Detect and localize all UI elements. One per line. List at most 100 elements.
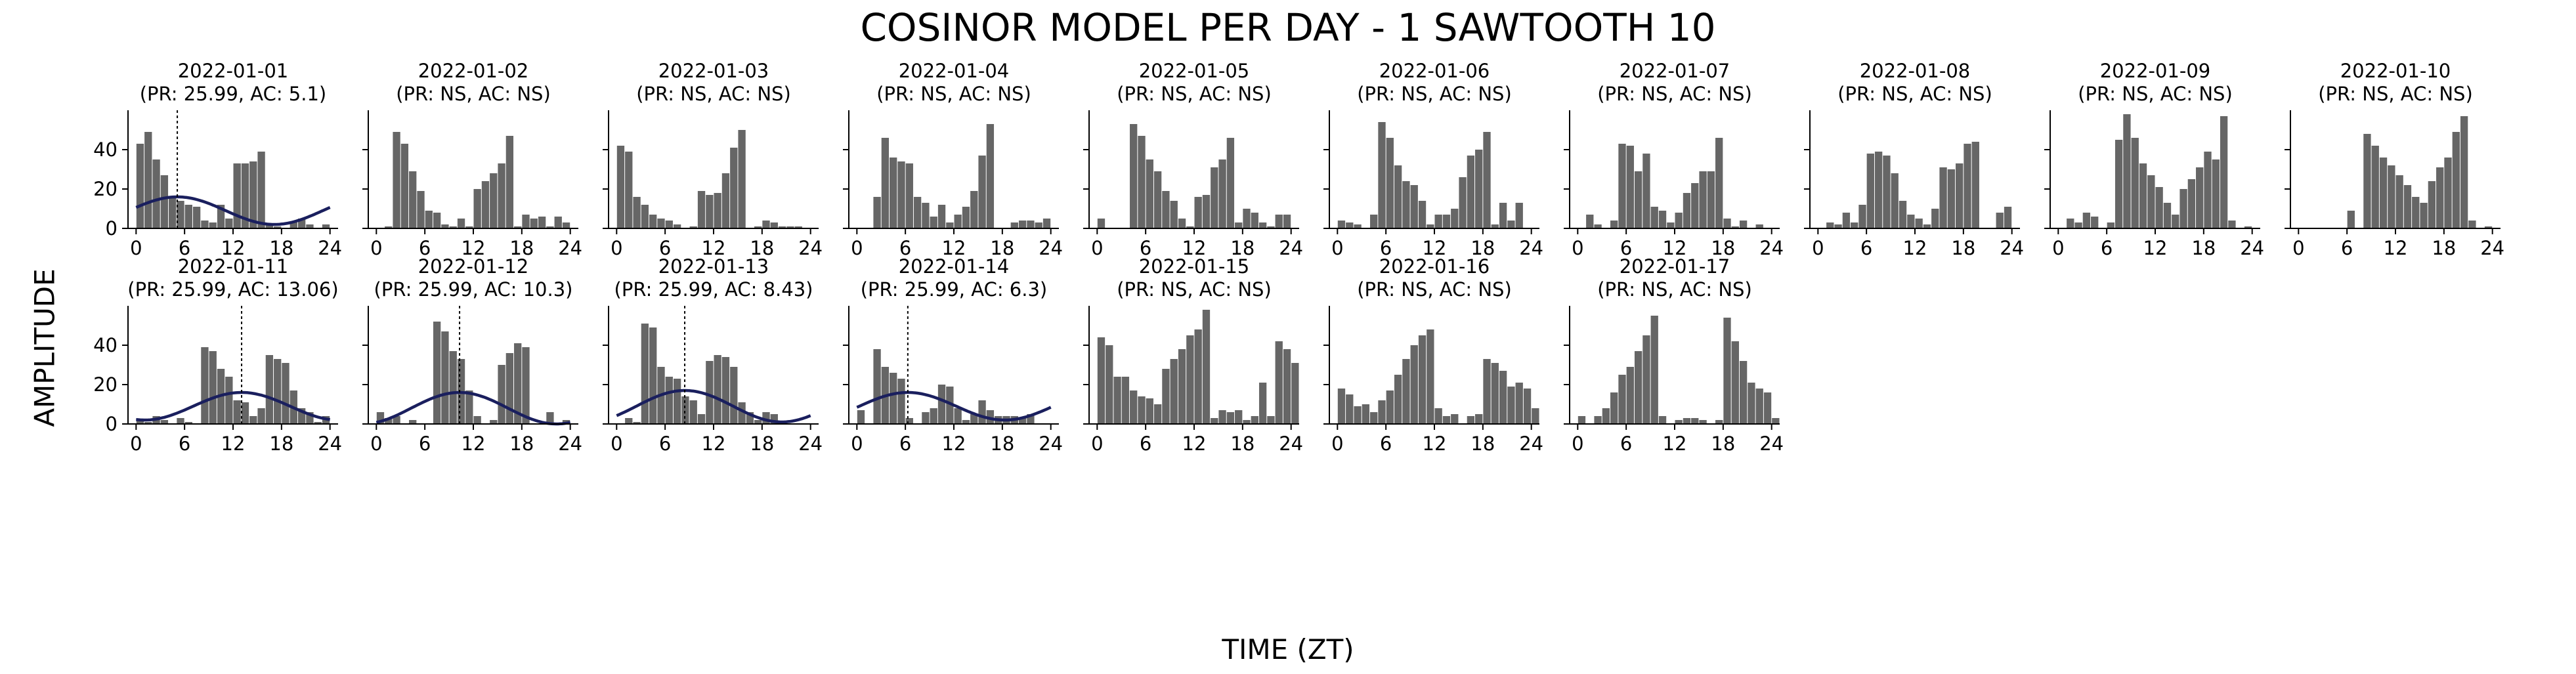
bar	[1956, 163, 1964, 228]
bar	[905, 163, 913, 228]
x-tick-label: 0	[851, 237, 863, 259]
bar	[393, 416, 400, 424]
bar	[1515, 383, 1523, 424]
bar	[922, 412, 930, 424]
bar	[2403, 185, 2412, 228]
x-tick-label: 6	[899, 432, 911, 455]
bar	[946, 222, 954, 228]
cosinor-fit-line	[616, 389, 811, 424]
bar	[1243, 209, 1251, 228]
x-tick-label: 0	[1572, 432, 1583, 455]
bar	[770, 414, 778, 424]
x-tick-label: 18	[1951, 237, 1975, 259]
bar	[1042, 219, 1051, 228]
x-tick-label: 12	[1423, 237, 1447, 259]
bar	[2347, 211, 2355, 228]
bar	[1683, 418, 1691, 424]
bar	[322, 224, 330, 228]
bar	[1251, 416, 1258, 424]
bar	[1378, 400, 1386, 424]
panel-date: 2022-01-12	[418, 255, 529, 278]
bar	[986, 124, 995, 228]
bar	[465, 226, 473, 228]
bar	[144, 132, 152, 228]
x-tick-label: 24	[558, 432, 582, 455]
bar	[738, 130, 746, 228]
bar	[1275, 215, 1283, 228]
x-tick-label: 12	[2384, 237, 2408, 259]
bar	[433, 322, 441, 424]
bar	[1186, 335, 1194, 424]
bar	[1178, 219, 1186, 228]
bar	[1186, 226, 1194, 228]
panel-2022-01-05: 2022-01-05(PR: NS, AC: NS) 0 6 12 18 24	[1083, 60, 1303, 259]
bar	[2228, 221, 2236, 228]
bar	[706, 361, 714, 424]
panel-stats: (PR: 25.99, AC: 8.43)	[614, 278, 813, 301]
bar	[881, 138, 890, 228]
bar	[265, 355, 274, 424]
bar	[649, 215, 657, 228]
bar	[409, 420, 417, 424]
bar	[1707, 171, 1715, 228]
x-tick-label: 24	[1759, 237, 1784, 259]
y-tick-label: 20	[93, 178, 118, 200]
bar	[209, 351, 217, 424]
bar	[1675, 213, 1683, 228]
bar	[857, 410, 865, 424]
bar	[2196, 167, 2204, 228]
bar	[1675, 420, 1683, 424]
bar	[1394, 165, 1402, 228]
bar	[1723, 219, 1731, 228]
bar	[1826, 222, 1834, 228]
bar	[762, 221, 770, 228]
x-tick-label: 24	[1279, 432, 1303, 455]
panel-stats: (PR: NS, AC: NS)	[876, 83, 1031, 105]
bar	[1858, 205, 1866, 228]
bar	[1723, 318, 1731, 424]
panel-stats: (PR: NS, AC: NS)	[1597, 83, 1752, 105]
bar	[257, 408, 265, 424]
bar	[1170, 201, 1178, 228]
bar	[890, 373, 897, 424]
bar	[177, 418, 184, 424]
bar	[546, 412, 554, 424]
x-tick-label: 0	[370, 432, 382, 455]
bar	[1763, 392, 1772, 424]
bar	[1138, 396, 1146, 424]
panel-stats: (PR: NS, AC: NS)	[1117, 278, 1272, 301]
bar	[1018, 418, 1027, 424]
y-tick-label: 0	[106, 217, 118, 240]
bar	[184, 205, 192, 228]
panel-stats: (PR: NS, AC: NS)	[1117, 83, 1272, 105]
bar	[177, 201, 184, 228]
bar	[954, 408, 962, 424]
bar	[962, 207, 970, 228]
bar	[954, 215, 962, 228]
bar	[738, 402, 746, 424]
bar	[2155, 187, 2163, 228]
bar	[1594, 416, 1602, 424]
bar	[937, 205, 946, 228]
bar	[714, 355, 721, 424]
x-tick-label: 0	[1091, 432, 1103, 455]
panel-date: 2022-01-15	[1139, 255, 1250, 278]
bar	[633, 197, 641, 228]
bar	[762, 412, 770, 424]
bar	[1226, 138, 1235, 228]
x-tick-label: 0	[370, 237, 382, 259]
bar	[714, 193, 721, 228]
bar	[1507, 221, 1515, 228]
bar	[1451, 209, 1459, 228]
bar	[1586, 215, 1594, 228]
bar	[1275, 341, 1283, 424]
panel-stats: (PR: NS, AC: NS)	[2318, 83, 2473, 105]
bar	[376, 412, 385, 424]
x-tick-label: 6	[179, 237, 190, 259]
x-tick-label: 12	[942, 432, 966, 455]
bar	[1475, 414, 1483, 424]
bar	[1915, 219, 1923, 228]
bar	[2147, 175, 2155, 228]
bar	[160, 175, 169, 228]
bar	[2388, 165, 2395, 228]
